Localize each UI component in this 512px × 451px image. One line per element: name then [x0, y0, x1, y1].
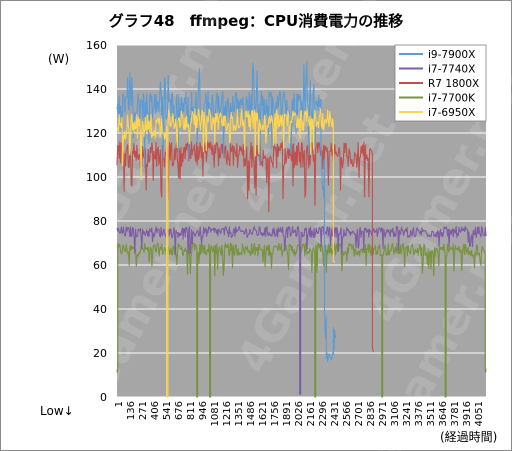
x-tick-label: 3511 [426, 401, 437, 426]
series-line-i9-7900x [116, 60, 337, 362]
y-tick-label: 160 [86, 39, 107, 52]
y-tick-label: 140 [86, 83, 107, 96]
x-tick-label: 3646 [438, 401, 449, 426]
x-tick-label: 406 [150, 401, 161, 420]
x-tick-label: 1756 [270, 401, 281, 426]
x-tick-label: 3106 [390, 401, 401, 426]
x-tick-label: 2566 [342, 401, 353, 426]
series-line-i7-7700k [116, 242, 487, 398]
x-tick-label: 1081 [210, 401, 221, 426]
x-tick-label: 4051 [474, 401, 485, 426]
x-tick-label: 541 [162, 401, 173, 420]
x-tick-label: 2026 [294, 401, 305, 426]
y-tick-label: 0 [100, 391, 107, 404]
x-tick-label: 811 [186, 401, 197, 420]
y-axis: 0 20 40 60 80 100 120 140 160 [86, 39, 107, 404]
x-tick-label: 1891 [282, 401, 293, 426]
series-layer [116, 60, 487, 398]
x-tick-label: 676 [174, 401, 185, 420]
legend-label: R7 1800X [428, 78, 479, 90]
series-line-r7-1800x [116, 141, 374, 353]
series-line-i7-6950x [116, 108, 335, 398]
x-tick-label: 3916 [462, 401, 473, 426]
x-tick-label: 3781 [450, 401, 461, 426]
legend-label: i7-7700K [428, 93, 476, 105]
x-axis: 1 136 271 406 541 676 811 946 1081 1216 1351 1486 16… [114, 401, 485, 426]
x-tick-label: 946 [198, 401, 209, 420]
y-tick-label: 100 [86, 171, 107, 184]
y-tick-label: 20 [93, 347, 107, 360]
x-tick-label: 2296 [318, 401, 329, 426]
x-tick-label: 1351 [234, 401, 245, 426]
x-tick-label: 1 [114, 401, 125, 407]
x-tick-label: 1486 [246, 401, 257, 426]
x-tick-label: 136 [126, 401, 137, 420]
x-tick-label: 2971 [378, 401, 389, 426]
x-tick-label: 2161 [306, 401, 317, 426]
x-tick-label: 271 [138, 401, 149, 420]
y-tick-label: 40 [93, 303, 107, 316]
chart-title: グラフ48 ffmpeg：CPU消費電力の推移 [108, 12, 404, 30]
x-tick-label: 2431 [330, 401, 341, 426]
legend: i9-7900X i7-7740X R7 1800X i7-7700K i7-6950X [394, 44, 487, 122]
x-axis-label: (経過時間) [440, 430, 497, 444]
legend-label: i9-7900X [428, 49, 475, 61]
legend-label: i7-7740X [428, 64, 475, 76]
y-tick-label: 80 [93, 215, 107, 228]
legend-label: i7-6950X [428, 107, 475, 119]
y-tick-label: 120 [86, 127, 107, 140]
low-label: Low↓ [40, 404, 74, 418]
x-tick-label: 3376 [414, 401, 425, 426]
x-tick-label: 3241 [402, 401, 413, 426]
x-tick-label: 2701 [354, 401, 365, 426]
x-tick-label: 1621 [258, 401, 269, 426]
y-tick-label: 60 [93, 259, 107, 272]
series-line-i7-7740x [116, 225, 487, 396]
x-tick-label: 1216 [222, 401, 233, 426]
y-axis-label: (W) [48, 52, 69, 66]
x-tick-label: 2836 [366, 401, 377, 426]
